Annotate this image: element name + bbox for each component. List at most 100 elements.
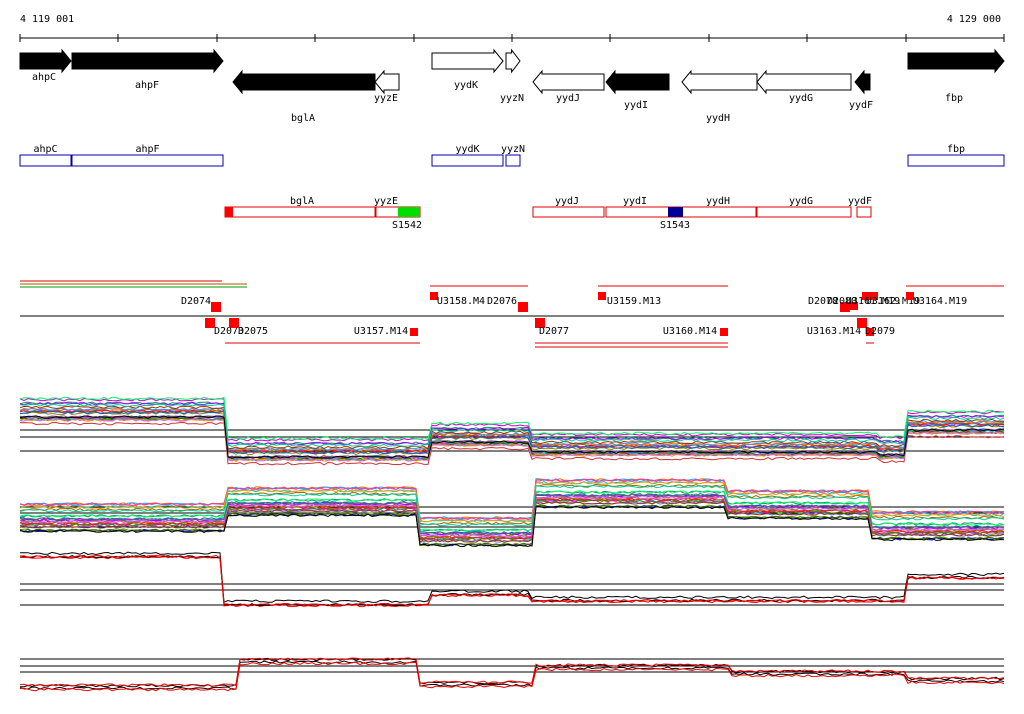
gene-label-yydK: yydK <box>454 80 478 91</box>
expression-trace <box>19 410 1005 455</box>
red-box-yydF[interactable] <box>856 206 872 218</box>
blue-label-yydK: yydK <box>455 144 479 155</box>
marker-S1542[interactable] <box>398 207 420 217</box>
expression-trace <box>19 499 1004 541</box>
feature-U3162.M19[interactable] <box>870 292 878 300</box>
feature-D2074[interactable] <box>211 302 221 312</box>
feature-D2073[interactable] <box>205 318 215 328</box>
red-gene-track: bglA yyzE yydJ yydI yydH yydG yydF S1542 S1543 <box>224 196 872 231</box>
feature-U3158.M4[interactable] <box>430 292 438 300</box>
red-label-yydF: yydF <box>848 196 872 207</box>
gene-arrow-ahpC[interactable] <box>19 48 72 74</box>
gene-arrow-yydJ[interactable] <box>532 69 605 95</box>
red-label-yydI: yydI <box>623 196 647 207</box>
red-label-bglA: bglA <box>290 196 314 207</box>
blue-box-ahpF[interactable] <box>71 154 224 167</box>
expression-trace <box>19 403 1005 448</box>
blue-gene-track: ahpC ahpF yydK yyzN fbp <box>19 144 1005 167</box>
expression-trace <box>19 493 1005 535</box>
gene-arrow-yydF[interactable] <box>854 69 871 95</box>
expression-trace <box>19 504 1005 547</box>
gene-arrow-ahpF[interactable] <box>71 48 224 74</box>
gene-arrow-yydI[interactable] <box>605 69 670 95</box>
blue-box-fbp[interactable] <box>907 154 1005 167</box>
blue-box-ahpC[interactable] <box>19 154 72 167</box>
feature-U3161.M19[interactable] <box>862 292 870 300</box>
red-box-marker <box>225 207 233 217</box>
feature-label-U3158.M4: U3158.M4 <box>437 296 485 307</box>
feature-label-U3159.M13: U3159.M13 <box>607 296 661 307</box>
feature-label-D2075: D2075 <box>238 326 268 337</box>
expression-trace <box>19 505 1005 548</box>
feature-U3157.M14[interactable] <box>410 328 418 336</box>
expression-panels <box>19 396 1005 692</box>
feature-U3163.M14[interactable] <box>866 328 874 336</box>
gene-label-bglA: bglA <box>291 113 315 124</box>
red-box-yydG[interactable] <box>756 206 852 218</box>
blue-label-ahpF: ahpF <box>135 144 159 155</box>
expression-trace <box>19 493 1005 536</box>
expression-trace <box>19 501 1005 543</box>
red-box-yydJ[interactable] <box>532 206 605 218</box>
feature-label-U3157.M14: U3157.M14 <box>354 326 408 337</box>
feature-D2078[interactable] <box>840 302 850 312</box>
gene-label-yydI: yydI <box>624 100 648 111</box>
feature-U3159.M13[interactable] <box>598 292 606 300</box>
feature-label-D2078: D2078 <box>808 296 838 307</box>
red-label-yyzE: yyzE <box>374 196 398 207</box>
red-label-yydH: yydH <box>706 196 730 207</box>
blue-box-yydK[interactable] <box>431 154 504 167</box>
start-coordinate: 4 119 001 <box>20 14 74 25</box>
expression-trace <box>19 657 1005 687</box>
feature-D2077[interactable] <box>535 318 545 328</box>
expression-trace <box>19 657 1005 688</box>
gene-label-yyzE: yyzE <box>374 93 398 104</box>
blue-label-yyzN: yyzN <box>501 144 525 155</box>
gene-label-yydH: yydH <box>706 113 730 124</box>
gene-arrow-yydH[interactable] <box>681 69 758 95</box>
expression-trace <box>19 554 1005 607</box>
expression-trace <box>19 401 1005 446</box>
expression-trace <box>19 396 1005 441</box>
blue-box-yyzN[interactable] <box>505 154 521 167</box>
expression-trace <box>19 418 1005 462</box>
red-label-yydJ: yydJ <box>555 196 579 207</box>
blue-label-fbp: fbp <box>947 144 965 155</box>
feature-U3160.M14[interactable] <box>720 328 728 336</box>
gene-arrow-yyzE[interactable] <box>374 69 400 95</box>
feature-label-U3164.M19: U3164.M19 <box>913 296 967 307</box>
feature-D2075[interactable] <box>229 318 239 328</box>
expression-trace <box>19 490 1005 532</box>
gene-arrow-fbp[interactable] <box>907 48 1005 74</box>
feature-D2080[interactable] <box>850 302 858 310</box>
feature-label-D2074: D2074 <box>181 296 211 307</box>
gene-arrow-yydK[interactable] <box>431 48 504 74</box>
gene-arrow-yyzN[interactable] <box>505 48 521 74</box>
feature-D2076[interactable] <box>518 302 528 312</box>
expression-trace <box>19 554 1005 607</box>
feature-label-D2079: D2079 <box>865 326 895 337</box>
gene-label-ahpF: ahpF <box>135 80 159 91</box>
red-label-yydG: yydG <box>789 196 813 207</box>
feature-label-D2076: D2076 <box>487 296 517 307</box>
expression-trace <box>19 555 1005 608</box>
expression-trace <box>19 407 1005 451</box>
feature-label-U3163.M14: U3163.M14 <box>807 326 861 337</box>
feature-label-U3161.M19: U3161.M19 <box>846 296 900 307</box>
gene-arrow-yydG[interactable] <box>756 69 852 95</box>
expression-trace <box>19 397 1005 442</box>
feature-U3164.M19[interactable] <box>906 292 914 300</box>
marker-S1543[interactable] <box>668 207 683 217</box>
feature-D2079[interactable] <box>857 318 867 328</box>
feature-track: D2074 U3158.M4 D2076 U3159.M13 D2078D2080U31… <box>20 280 1004 348</box>
red-box-bglA[interactable] <box>224 206 376 218</box>
gene-label-yyzN: yyzN <box>500 93 524 104</box>
gene-arrow-bglA[interactable] <box>232 69 376 95</box>
gene-label-ahpC: ahpC <box>32 72 56 83</box>
coordinate-ruler: 4 119 001 4 129 000 <box>19 14 1005 42</box>
feature-label-U3160.M14: U3160.M14 <box>663 326 717 337</box>
feature-label-D2073: D2073 <box>214 326 244 337</box>
expression-trace <box>19 484 1005 527</box>
blue-label-ahpC: ahpC <box>33 144 57 155</box>
